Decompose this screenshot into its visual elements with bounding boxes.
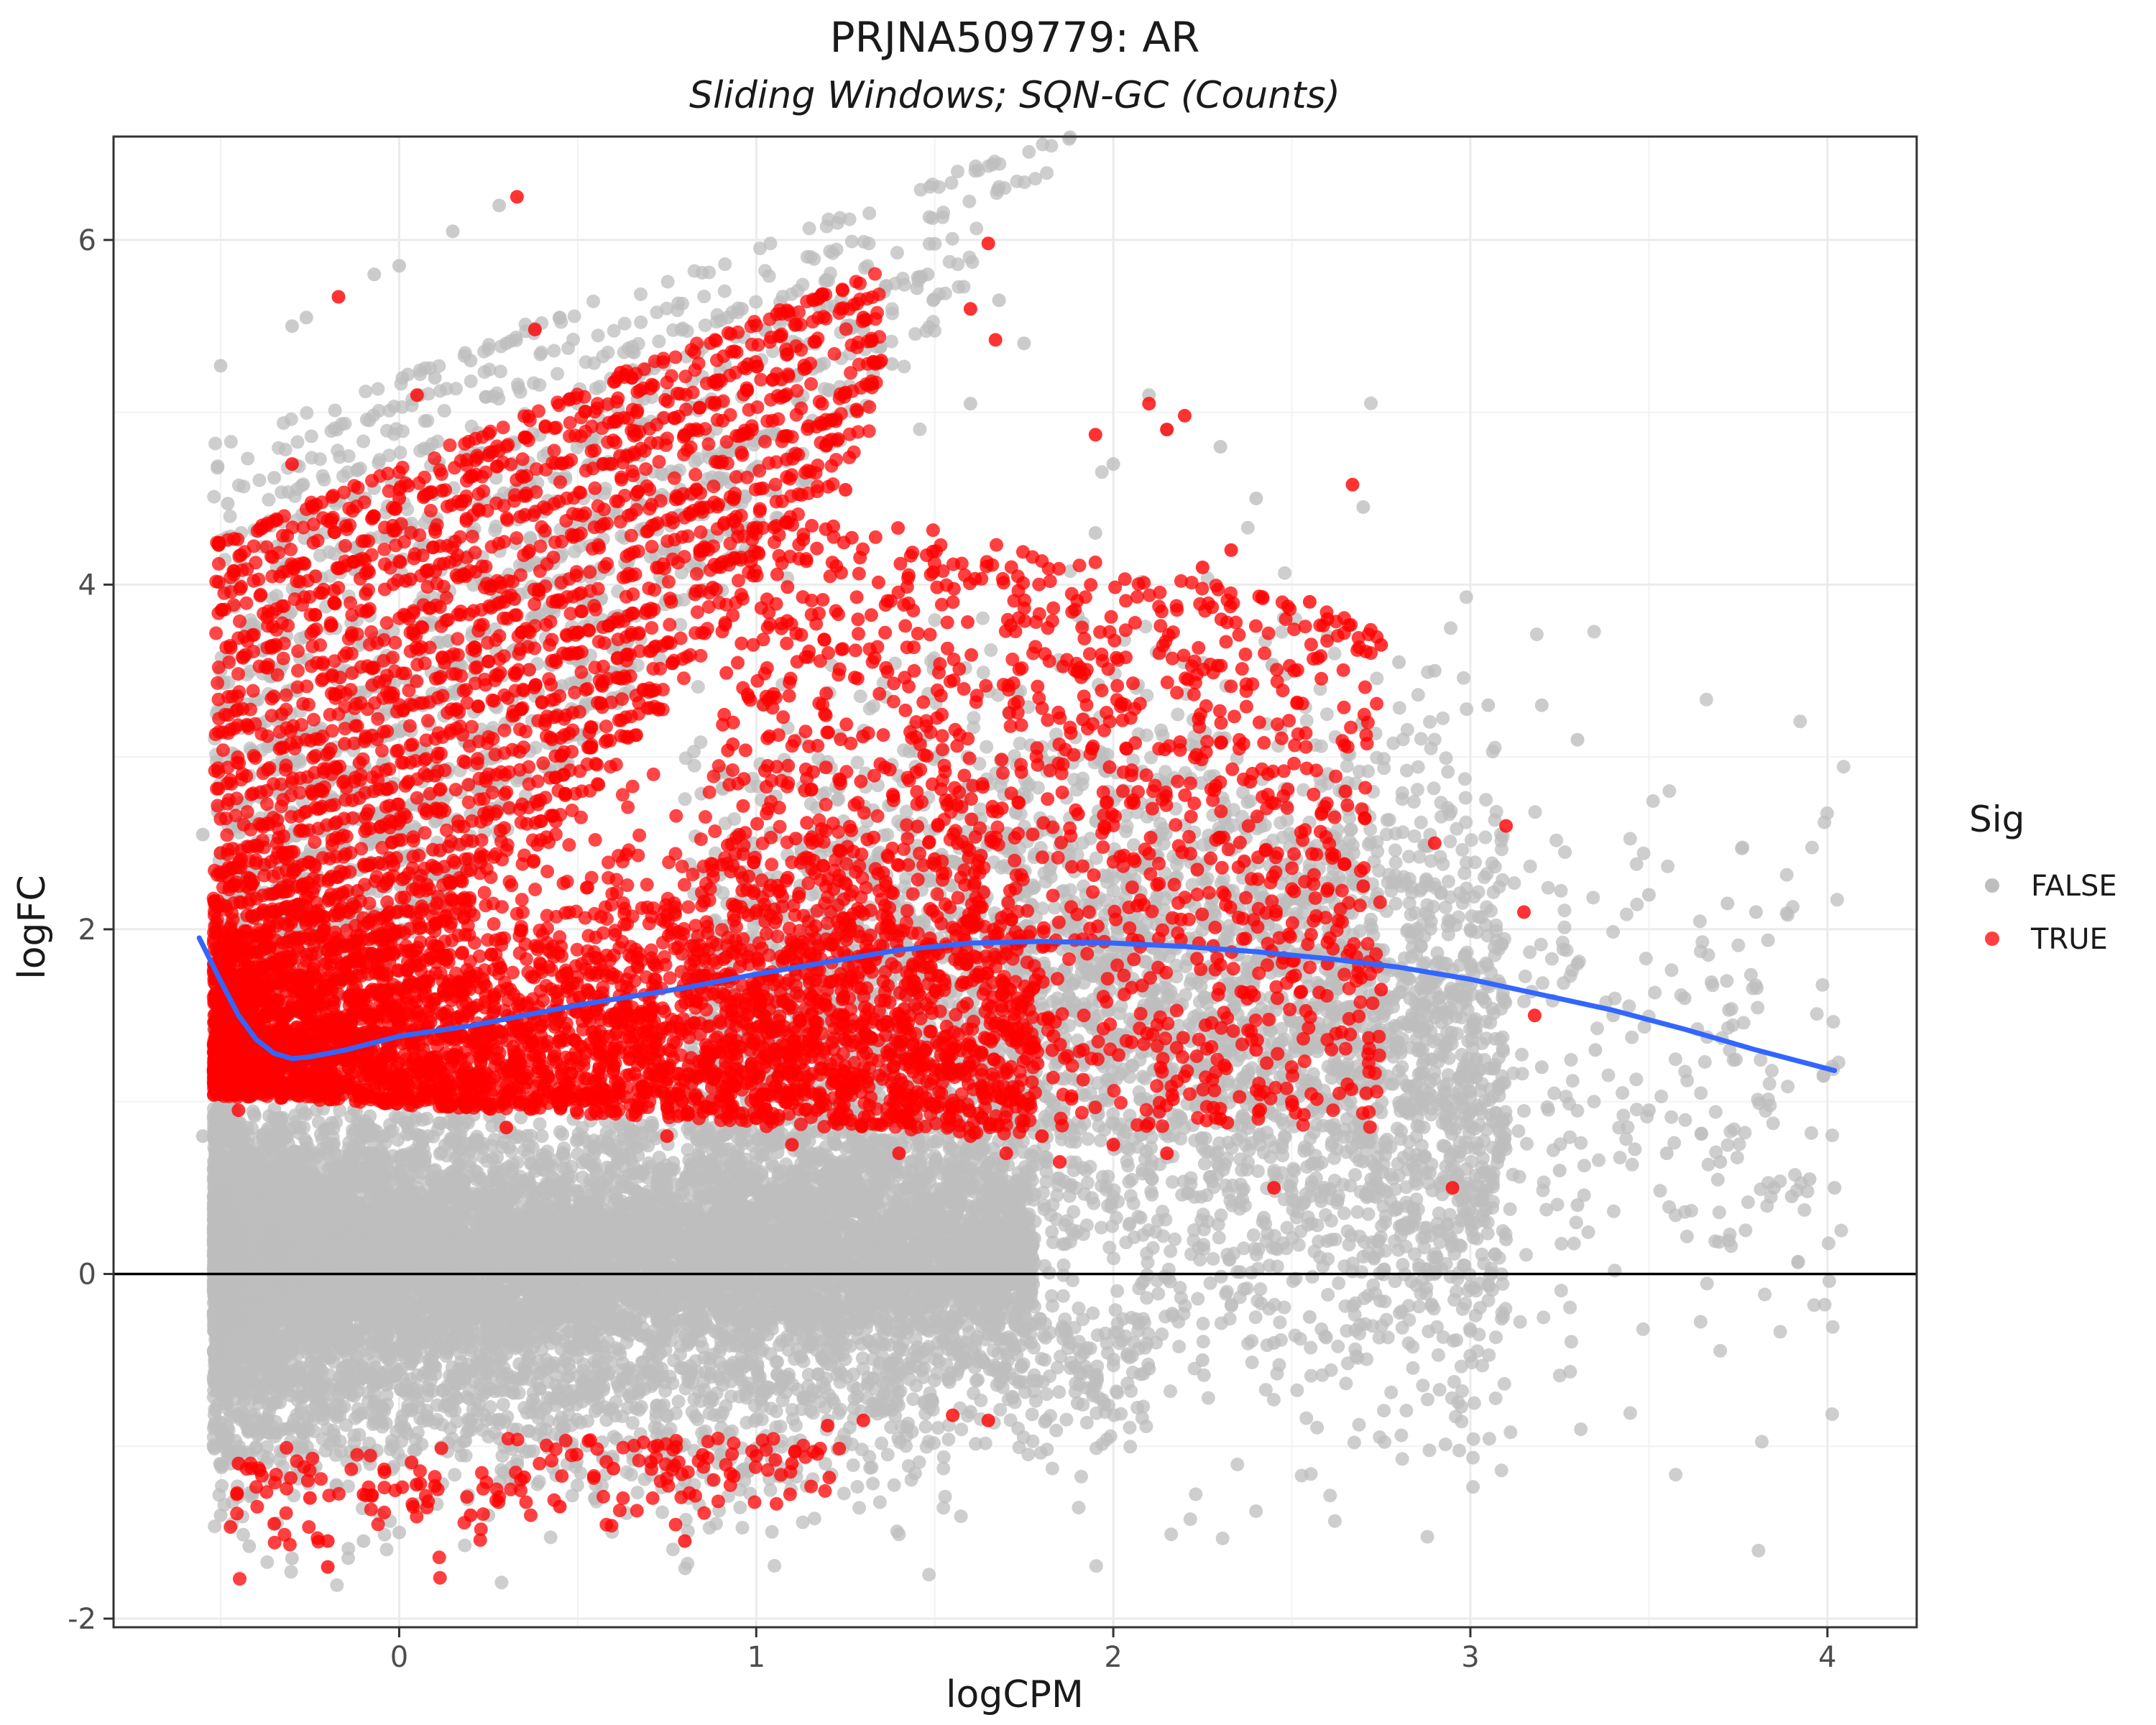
scatter-points	[195, 130, 1851, 1592]
chart-title: PRJNA509779: AR	[830, 13, 1200, 62]
point-nonsig	[433, 1116, 448, 1131]
chart-subtitle: Sliding Windows; SQN-GC (Counts)	[689, 74, 1340, 117]
point-nonsig	[533, 1117, 547, 1131]
